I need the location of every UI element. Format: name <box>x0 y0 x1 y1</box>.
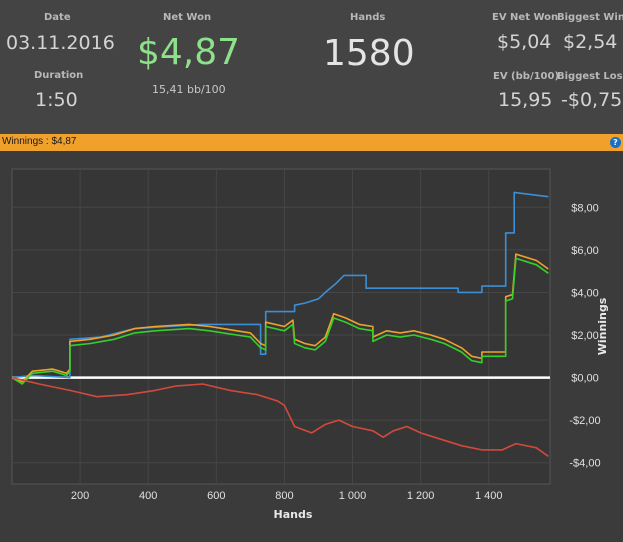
net-won-bb100: 15,41 bb/100 <box>152 83 226 96</box>
x-tick-label: 600 <box>207 490 225 502</box>
x-tick-label: 1 200 <box>407 490 435 502</box>
y-tick-label: $0,00 <box>571 373 599 385</box>
x-tick-label: 1 000 <box>339 490 367 502</box>
y-tick-label: -$2,00 <box>569 415 600 427</box>
x-tick-label: 400 <box>139 490 157 502</box>
x-tick-label: 1 400 <box>475 490 503 502</box>
biggest-win-value: $2,54 <box>563 31 618 53</box>
stats-panel: Date 03.11.2016 Duration 1:50 Net Won $4… <box>0 0 623 135</box>
duration-value: 1:50 <box>35 89 78 111</box>
help-icon[interactable]: ? <box>610 137 621 148</box>
series-line-green <box>11 257 549 385</box>
biggest-loss-value: -$0,75 <box>561 89 623 111</box>
y-tick-label: $6,00 <box>571 245 599 257</box>
y-tick-label: $2,00 <box>571 330 599 342</box>
ev-bb100-value: 15,95 <box>498 89 553 111</box>
winnings-chart-area: 200 400 600 800 1 000 1 200 1 400 $8,00 $6,00 $4,… <box>0 151 623 538</box>
winnings-chart: 200 400 600 800 1 000 1 200 1 400 $8,00 $6,00 $4,… <box>11 168 609 521</box>
date-label: Date <box>44 12 71 23</box>
x-tick-label: 800 <box>275 490 293 502</box>
x-tick-label: 200 <box>71 490 89 502</box>
ev-bb100-label: EV (bb/100) <box>493 71 560 82</box>
biggest-win-label: Biggest Win <box>557 12 623 23</box>
series-line-red <box>11 376 549 457</box>
y-tick-label: $8,00 <box>571 202 599 214</box>
biggest-loss-label: Biggest Loss <box>557 71 623 82</box>
ev-net-won-label: EV Net Won <box>492 12 559 23</box>
date-value: 03.11.2016 <box>6 32 115 54</box>
y-tick-label: -$4,00 <box>569 458 600 470</box>
duration-label: Duration <box>34 70 84 81</box>
x-axis-label: Hands <box>274 508 313 521</box>
panel-title: Winnings : $4,87 <box>2 136 77 147</box>
hands-value: 1580 <box>323 33 415 74</box>
ev-net-won-value: $5,04 <box>497 31 552 53</box>
net-won-value: $4,87 <box>137 32 241 73</box>
net-won-label: Net Won <box>163 12 212 23</box>
y-tick-label: $4,00 <box>571 287 599 299</box>
series-line-orange <box>11 253 549 383</box>
winnings-panel-header: Winnings : $4,87 ? <box>0 134 623 151</box>
y-axis-label: Winnings <box>596 297 609 355</box>
hands-label: Hands <box>350 12 386 23</box>
